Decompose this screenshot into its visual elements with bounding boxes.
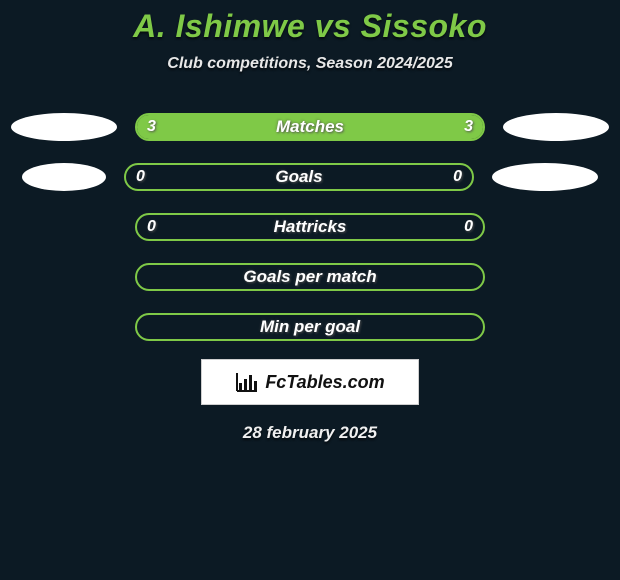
player-left-ellipse — [22, 163, 106, 191]
bar-chart-icon — [235, 371, 259, 393]
player-right-ellipse — [492, 163, 598, 191]
source-badge: FcTables.com — [201, 359, 419, 405]
stat-label: Matches — [276, 117, 344, 137]
stat-bar: 0 0 Goals — [124, 163, 474, 191]
stat-label: Min per goal — [260, 317, 360, 337]
stat-value-right: 0 — [453, 168, 462, 186]
stat-row: 0 0 Goals — [0, 163, 620, 191]
stat-bar: Min per goal — [135, 313, 485, 341]
stat-row: 3 3 Matches — [0, 113, 620, 141]
stat-bar: 0 0 Hattricks — [135, 213, 485, 241]
stat-label: Goals per match — [243, 267, 376, 287]
stat-label: Goals — [275, 167, 322, 187]
generated-date: 28 february 2025 — [0, 423, 620, 443]
comparison-infographic: A. Ishimwe vs Sissoko Club competitions,… — [0, 0, 620, 580]
page-title: A. Ishimwe vs Sissoko — [0, 0, 620, 45]
stat-row: 0 0 Hattricks — [0, 213, 620, 241]
stat-label: Hattricks — [274, 217, 347, 237]
stat-value-left: 3 — [147, 118, 156, 136]
stat-rows: 3 3 Matches 0 0 Goals 0 0 Hattricks Goals per mat… — [0, 113, 620, 341]
stat-value-right: 3 — [464, 118, 473, 136]
stat-value-left: 0 — [147, 218, 156, 236]
page-subtitle: Club competitions, Season 2024/2025 — [0, 55, 620, 73]
stat-bar: Goals per match — [135, 263, 485, 291]
stat-row: Min per goal — [0, 313, 620, 341]
stat-value-left: 0 — [136, 168, 145, 186]
source-badge-text: FcTables.com — [265, 372, 384, 393]
stat-value-right: 0 — [464, 218, 473, 236]
player-left-ellipse — [11, 113, 117, 141]
stat-row: Goals per match — [0, 263, 620, 291]
player-right-ellipse — [503, 113, 609, 141]
stat-bar: 3 3 Matches — [135, 113, 485, 141]
